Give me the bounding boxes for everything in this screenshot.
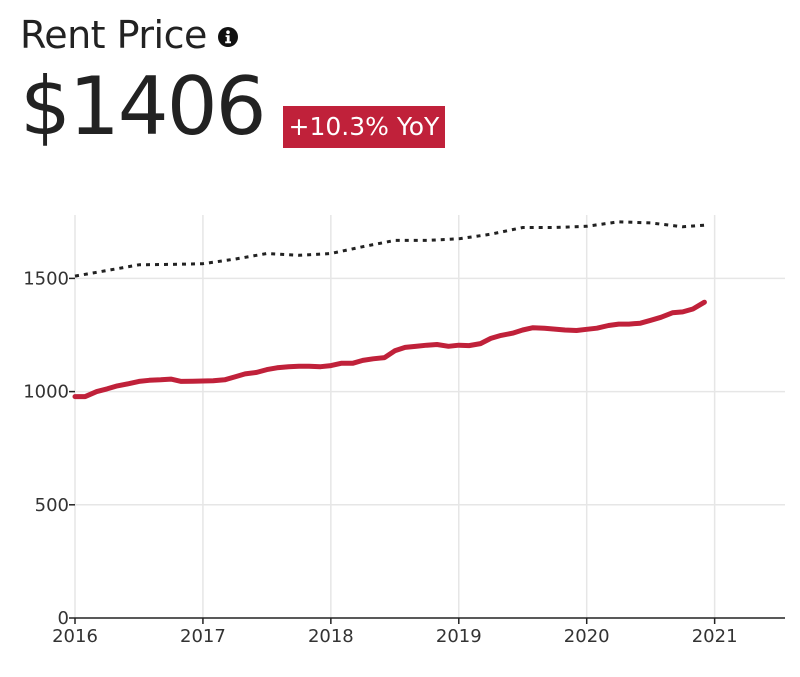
y-tick-label-1500: 1500: [23, 268, 69, 289]
y-tick-label-1000: 1000: [23, 382, 69, 403]
grid-layer: [75, 215, 785, 618]
value-row: $1406 +10.3% YoY: [20, 60, 446, 153]
rent-price-series-line: [72, 299, 707, 400]
info-circle-icon[interactable]: [217, 26, 239, 48]
label-layer: 0 500 1000 1500 2016 2017 2018 2019 2020 2021: [23, 268, 737, 647]
y-tick-label-500: 500: [35, 495, 69, 516]
current-value: $1406: [20, 60, 266, 153]
yoy-badge: +10.3% YoY: [282, 106, 446, 148]
x-tick-label-2019: 2019: [436, 626, 482, 647]
x-tick-label-2017: 2017: [180, 626, 226, 647]
x-tick-label-2016: 2016: [52, 626, 98, 647]
x-tick-label-2020: 2020: [564, 626, 610, 647]
chart-header: Rent Price $1406 +10.3% YoY: [20, 8, 446, 153]
x-tick-label-2021: 2021: [692, 626, 738, 647]
axis-layer: [69, 215, 785, 624]
x-tick-label-2018: 2018: [308, 626, 354, 647]
series-layer: [72, 220, 707, 400]
chart-title: Rent Price: [20, 13, 207, 57]
comparison-series-line: [74, 220, 705, 278]
title-row: Rent Price: [20, 8, 445, 62]
y-tick-label-0: 0: [58, 608, 69, 629]
